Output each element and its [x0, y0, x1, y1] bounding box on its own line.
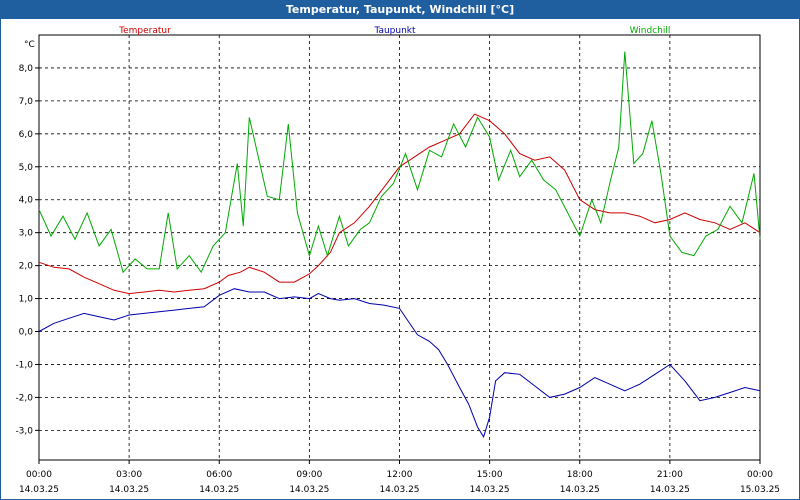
x-tick-label-date: 14.03.25	[560, 485, 600, 495]
y-axis-label: °C	[24, 40, 35, 50]
x-tick-label-date: 14.03.25	[379, 485, 419, 495]
x-tick-label-date: 14.03.25	[470, 485, 510, 495]
y-tick-label: -2,0	[15, 393, 33, 403]
series-line-windchill	[38, 51, 761, 274]
x-axis: 00:00 14.03.25 03:00 14.03.25 06:00 14.03.25 0…	[19, 460, 780, 495]
y-tick-label: 2,0	[19, 262, 34, 272]
y-tick-label: -1,0	[15, 360, 33, 370]
legend-item-windchill: Windchill	[630, 26, 671, 36]
x-tick-label-date: 14.03.25	[289, 485, 329, 495]
series-line-taupunkt	[38, 288, 761, 439]
grid-lines	[39, 35, 760, 460]
y-tick-label: 5,0	[19, 163, 34, 173]
y-tick-label: -3,0	[15, 426, 33, 436]
x-tick-label-date: 14.03.25	[19, 485, 59, 495]
y-tick-label: 4,0	[19, 196, 34, 206]
series-line-temperatur	[38, 113, 761, 295]
y-tick-label: 8,0	[19, 64, 34, 74]
legend-item-temperatur: Temperatur	[118, 26, 171, 36]
y-tick-label: 6,0	[19, 130, 34, 140]
y-tick-label: 7,0	[19, 97, 34, 107]
series-lines	[38, 51, 761, 439]
chart-title: Temperatur, Taupunkt, Windchill [°C]	[1, 1, 799, 19]
x-tick-label-date: 14.03.25	[199, 485, 239, 495]
x-tick-label-time: 00:00	[747, 470, 773, 480]
legend: Temperatur Taupunkt Windchill	[118, 26, 670, 36]
x-tick-label-date: 15.03.25	[740, 485, 780, 495]
x-tick-label-time: 00:00	[26, 470, 52, 480]
x-tick-label-time: 18:00	[567, 470, 593, 480]
x-tick-label-time: 21:00	[657, 470, 683, 480]
x-tick-label-date: 14.03.25	[650, 485, 690, 495]
x-tick-label-time: 15:00	[477, 470, 503, 480]
x-tick-label-date: 14.03.25	[109, 485, 149, 495]
x-tick-label-time: 03:00	[116, 470, 142, 480]
x-tick-label-time: 12:00	[387, 470, 413, 480]
y-tick-label: 1,0	[19, 295, 34, 305]
y-axis: °C -3,0 -2,0 -1,0 0,0 1,0 2,0 3,0 4,0 5,0 6,0 7,0 8…	[15, 40, 39, 436]
y-tick-label: 0,0	[19, 328, 34, 338]
y-tick-label: 3,0	[19, 229, 34, 239]
x-tick-label-time: 06:00	[206, 470, 232, 480]
x-tick-label-time: 09:00	[296, 470, 322, 480]
legend-item-taupunkt: Taupunkt	[373, 26, 416, 36]
